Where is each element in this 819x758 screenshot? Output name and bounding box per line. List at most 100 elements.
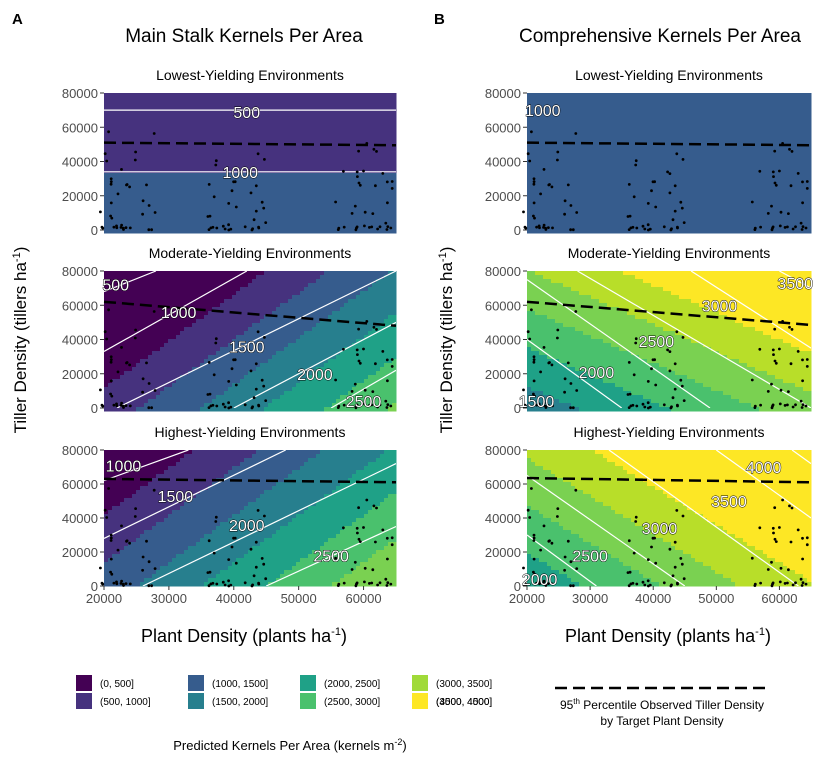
heat-cell <box>204 173 209 178</box>
heat-cell <box>184 121 189 126</box>
heat-cell <box>348 181 353 186</box>
heat-cell <box>348 101 353 106</box>
heat-cell <box>312 355 317 360</box>
heat-cell <box>340 371 345 376</box>
heat-cell <box>176 205 181 210</box>
heat-cell <box>348 355 353 360</box>
heat-cell <box>228 283 233 288</box>
heat-cell <box>296 399 301 404</box>
heat-cell <box>236 307 241 312</box>
heat-cell <box>288 105 293 110</box>
heat-cell <box>272 157 277 162</box>
heat-cell <box>188 347 193 352</box>
heat-cell <box>188 221 193 226</box>
heat-cell <box>316 275 321 280</box>
heat-cell <box>160 355 165 360</box>
heat-cell <box>124 113 129 118</box>
heat-cell <box>104 395 109 400</box>
heat-cell <box>160 275 165 280</box>
heat-cell <box>116 97 121 102</box>
heat-cell <box>320 355 325 360</box>
heat-cell <box>200 391 205 396</box>
heat-cell <box>324 225 329 230</box>
heat-cell <box>108 217 113 222</box>
heat-cell <box>340 367 345 372</box>
heat-cell <box>148 327 153 332</box>
heat-cell <box>304 97 309 102</box>
heat-cell <box>284 137 289 142</box>
heat-cell <box>352 221 357 226</box>
heat-cell <box>208 335 213 340</box>
heat-cell <box>360 383 365 388</box>
heat-cell <box>364 161 369 166</box>
heat-cell <box>308 291 313 296</box>
heat-cell <box>300 117 305 122</box>
heat-cell <box>340 93 345 98</box>
heat-cell <box>336 323 341 328</box>
heat-cell <box>108 315 113 320</box>
heat-cell <box>244 181 249 186</box>
heat-cell <box>236 109 241 114</box>
heat-cell <box>120 109 125 114</box>
heat-cell <box>136 399 141 404</box>
heat-cell <box>296 225 301 230</box>
heat-cell <box>244 383 249 388</box>
heat-cell <box>136 121 141 126</box>
heat-cell <box>256 117 261 122</box>
heat-cell <box>188 283 193 288</box>
heat-cell <box>220 97 225 102</box>
heat-cell <box>384 217 389 222</box>
heat-cell <box>252 327 257 332</box>
heat-cell <box>108 271 113 276</box>
heat-cell <box>168 323 173 328</box>
heat-cell <box>204 145 209 150</box>
heat-cell <box>316 331 321 336</box>
heat-cell <box>296 205 301 210</box>
heat-cell <box>260 403 265 408</box>
heat-cell <box>108 113 113 118</box>
heat-cell <box>376 141 381 146</box>
heat-cell <box>188 173 193 178</box>
heat-cell <box>308 387 313 392</box>
heat-cell <box>288 383 293 388</box>
heat-cell <box>220 331 225 336</box>
heat-cell <box>200 157 205 162</box>
heat-cell <box>172 113 177 118</box>
heat-cell <box>224 347 229 352</box>
heat-cell <box>144 229 149 234</box>
heat-cell <box>308 117 313 122</box>
heat-cell <box>144 275 149 280</box>
heat-cell <box>304 391 309 396</box>
heat-cell <box>228 153 233 158</box>
heat-cell <box>356 229 361 234</box>
heat-cell <box>212 129 217 134</box>
heat-cell <box>248 177 253 182</box>
heat-cell <box>392 213 397 218</box>
heat-cell <box>184 229 189 234</box>
heat-cell <box>232 209 237 214</box>
heat-cell <box>256 173 261 178</box>
heat-cell <box>348 283 353 288</box>
heat-cell <box>172 271 177 276</box>
heat-cell <box>128 355 133 360</box>
heat-cell <box>332 117 337 122</box>
heat-cell <box>104 153 109 158</box>
heat-cell <box>156 375 161 380</box>
heat-cell <box>240 193 245 198</box>
heat-cell <box>252 149 257 154</box>
heat-cell <box>144 209 149 214</box>
heat-cell <box>248 201 253 206</box>
heat-cell <box>148 201 153 206</box>
heat-cell <box>168 279 173 284</box>
heat-cell <box>148 185 153 190</box>
heat-cell <box>208 355 213 360</box>
heat-cell <box>368 141 373 146</box>
heat-cell <box>252 407 257 412</box>
heat-cell <box>364 359 369 364</box>
heat-cell <box>216 383 221 388</box>
heat-cell <box>308 101 313 106</box>
heat-cell <box>220 205 225 210</box>
heat-cell <box>272 371 277 376</box>
heat-cell <box>144 375 149 380</box>
heat-cell <box>164 205 169 210</box>
